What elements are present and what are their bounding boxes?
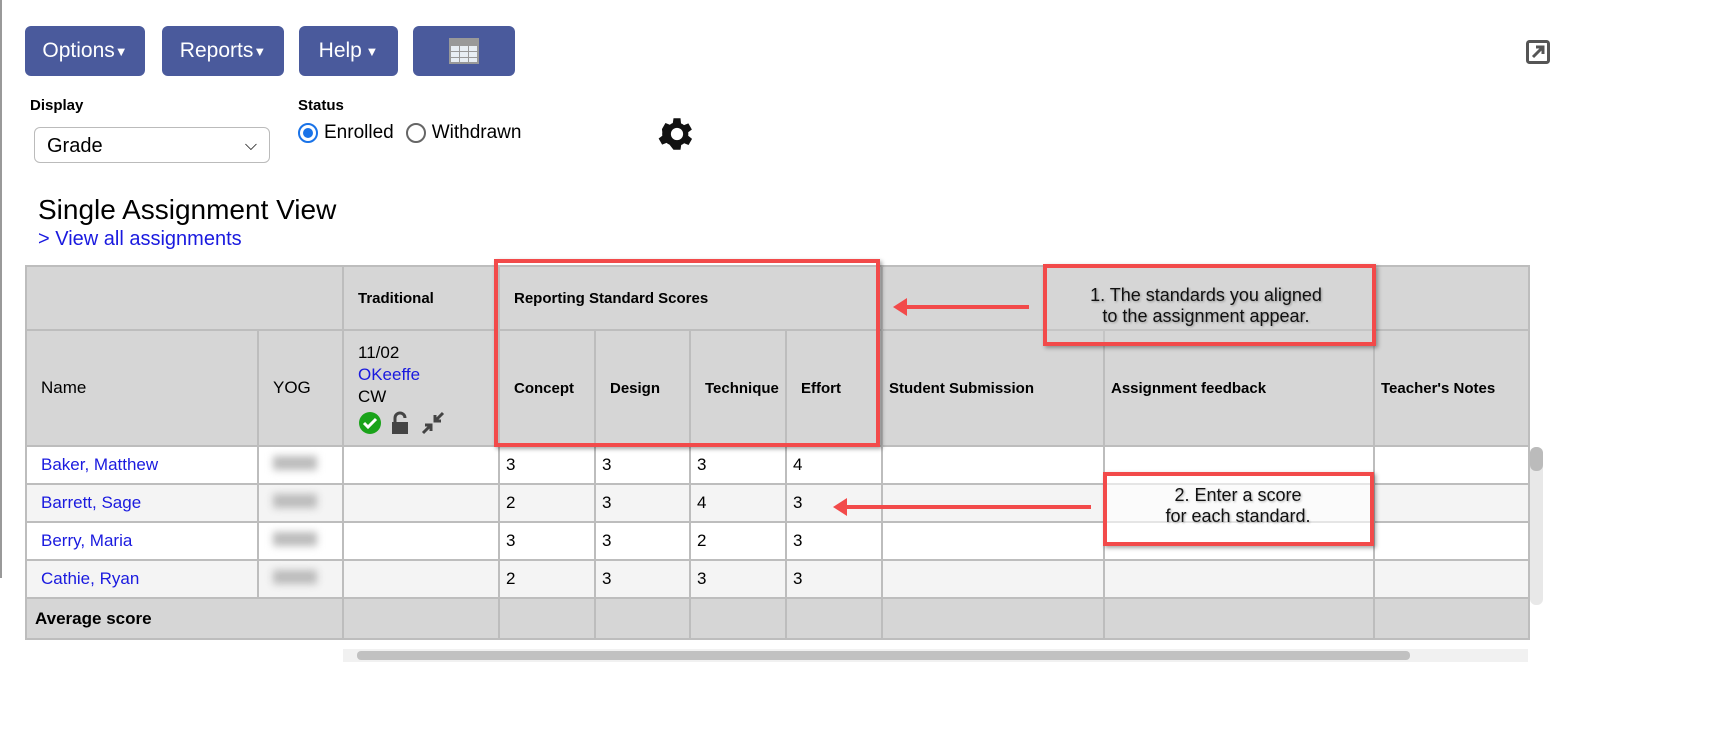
options-menu-button[interactable]: Options ▼ xyxy=(25,26,145,76)
traditional-header: Traditional xyxy=(342,265,500,331)
annotation-note-1: 1. The standards you aligned to the assi… xyxy=(1090,285,1322,326)
enrolled-label: Enrolled xyxy=(324,122,394,143)
teachers-notes-cell[interactable] xyxy=(1373,559,1530,599)
collapse-icon[interactable] xyxy=(420,411,446,435)
page-title: Single Assignment View xyxy=(38,194,337,225)
student-name-link[interactable]: Berry, Maria xyxy=(41,531,133,550)
radio-withdrawn[interactable] xyxy=(405,123,426,143)
annotation-note-2: 2. Enter a score for each standard. xyxy=(1165,485,1311,526)
standard-score-cell[interactable]: 3 xyxy=(594,559,691,599)
pop-out-icon[interactable] xyxy=(1526,40,1550,64)
traditional-grade-cell[interactable] xyxy=(342,521,500,561)
technique-header: Technique xyxy=(689,329,787,447)
check-circle-icon[interactable] xyxy=(358,411,382,435)
teachers-notes-cell[interactable] xyxy=(1373,483,1530,523)
teachers-notes-header: Teacher's Notes xyxy=(1373,329,1530,447)
standard-score-cell[interactable]: 2 xyxy=(498,559,596,599)
radio-enrolled[interactable] xyxy=(298,123,318,143)
vertical-scrollbar[interactable] xyxy=(1530,447,1543,605)
standard-score-cell[interactable]: 3 xyxy=(594,445,691,485)
reports-menu-button[interactable]: Reports ▼ xyxy=(162,26,284,76)
grid-view-icon xyxy=(449,38,479,64)
teachers-notes-cell[interactable] xyxy=(1373,445,1530,485)
blurred-yog xyxy=(273,456,317,470)
student-name-link[interactable]: Barrett, Sage xyxy=(41,493,142,512)
unlock-icon[interactable] xyxy=(390,411,412,435)
traditional-grade-cell[interactable] xyxy=(342,445,500,485)
standard-score-cell[interactable]: 3 xyxy=(689,559,787,599)
annotation-box-note2 xyxy=(1103,472,1374,546)
yog-cell xyxy=(257,559,344,599)
standard-score-cell[interactable]: 3 xyxy=(689,445,787,485)
display-label: Display xyxy=(30,97,84,114)
standard-score-cell[interactable]: 3 xyxy=(498,445,596,485)
average-score-label: Average score xyxy=(25,597,344,640)
student-submission-cell[interactable] xyxy=(881,483,1105,523)
yog-cell xyxy=(257,483,344,523)
yog-header[interactable]: YOG xyxy=(257,329,344,447)
chevron-down-icon: ⌵ xyxy=(244,137,257,154)
standards-header: Reporting Standard Scores xyxy=(498,265,883,331)
status-label: Status xyxy=(298,97,344,114)
standard-score-cell[interactable]: 3 xyxy=(785,521,883,561)
horizontal-scrollbar[interactable] xyxy=(343,649,1528,662)
standard-score-cell[interactable]: 4 xyxy=(689,483,787,523)
standard-score-cell[interactable]: 3 xyxy=(594,521,691,561)
traditional-grade-cell[interactable] xyxy=(342,483,500,523)
header-blank xyxy=(25,265,344,331)
traditional-grade-cell[interactable] xyxy=(342,559,500,599)
blurred-yog xyxy=(273,532,317,546)
annotation-arrow-2 xyxy=(833,498,1091,516)
name-header[interactable]: Name xyxy=(25,329,259,447)
design-header: Design xyxy=(594,329,691,447)
grid-view-button[interactable] xyxy=(413,26,515,76)
left-border xyxy=(0,0,2,578)
display-select[interactable]: Grade ⌵ xyxy=(34,127,270,163)
yog-cell xyxy=(257,445,344,485)
annotation-box-standards xyxy=(494,259,880,447)
student-submission-header: Student Submission xyxy=(881,329,1105,447)
standard-score-cell[interactable]: 2 xyxy=(498,483,596,523)
assignment-feedback-header: Assignment feedback xyxy=(1103,329,1375,447)
grade-table: Traditional Reporting Standard Scores Nam… xyxy=(25,265,1530,640)
help-menu-button[interactable]: Help ▼ xyxy=(299,26,398,76)
annotation-arrow-1 xyxy=(893,298,1029,316)
effort-header: Effort xyxy=(785,329,883,447)
concept-header: Concept xyxy=(498,329,596,447)
teachers-notes-cell[interactable] xyxy=(1373,521,1530,561)
view-all-assignments-link[interactable]: > View all assignments xyxy=(38,228,242,250)
standard-score-cell[interactable]: 3 xyxy=(594,483,691,523)
yog-cell xyxy=(257,521,344,561)
student-submission-cell[interactable] xyxy=(881,445,1105,485)
table-row: Berry, Maria 3 3 2 3 xyxy=(25,521,1530,561)
standard-score-cell[interactable]: 3 xyxy=(498,521,596,561)
student-submission-cell[interactable] xyxy=(881,559,1105,599)
student-name-link[interactable]: Baker, Matthew xyxy=(41,455,159,474)
assignment-header: 11/02 OKeeffe CW xyxy=(342,329,500,447)
student-submission-cell[interactable] xyxy=(881,521,1105,561)
assignment-link[interactable]: OKeeffe xyxy=(358,364,421,384)
annotation-box-note1 xyxy=(1043,264,1376,346)
blurred-yog xyxy=(273,494,317,508)
withdrawn-label: Withdrawn xyxy=(431,122,522,143)
standard-score-cell[interactable]: 2 xyxy=(689,521,787,561)
gear-icon[interactable] xyxy=(656,113,698,155)
assignment-feedback-cell[interactable] xyxy=(1103,559,1375,599)
student-name-link[interactable]: Cathie, Ryan xyxy=(41,569,140,588)
standard-score-cell[interactable]: 4 xyxy=(785,445,883,485)
standard-score-cell[interactable]: 3 xyxy=(785,559,883,599)
table-row: Cathie, Ryan 2 3 3 3 xyxy=(25,559,1530,599)
blurred-yog xyxy=(273,570,317,584)
